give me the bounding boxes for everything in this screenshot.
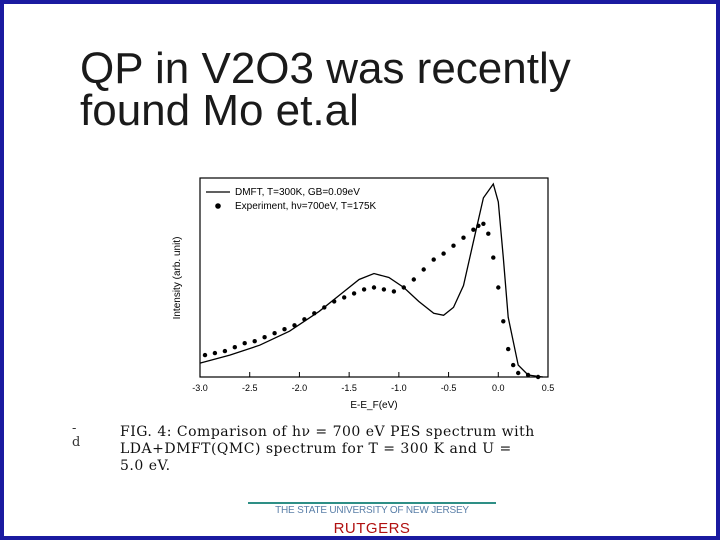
experiment-point — [516, 370, 521, 376]
university-subtitle: THE STATE UNIVERSITY OF NEW JERSEY — [275, 505, 469, 516]
margin-glyphs: - d — [72, 422, 80, 450]
experiment-point — [431, 257, 436, 262]
title-line-1: QP in V2O3 was recently — [80, 44, 571, 93]
figure-caption: FIG. 4: Comparison of hν = 700 eV PES sp… — [120, 424, 620, 475]
experiment-point — [411, 277, 416, 282]
experiment-point — [461, 235, 466, 240]
legend-label-dmft: DMFT, T=300K, GB=0.09eV — [235, 187, 360, 198]
experiment-point — [342, 295, 347, 300]
footer-logo: THE STATE UNIVERSITY OF NEW JERSEY RUTGE… — [248, 502, 496, 536]
experiment-point — [371, 285, 377, 290]
x-tick-label: -2.5 — [242, 383, 258, 393]
experiment-point — [501, 319, 506, 324]
experiment-point — [302, 317, 307, 322]
x-tick-label: -0.5 — [441, 383, 457, 393]
x-tick-label: 0.5 — [542, 383, 555, 393]
caption-line: FIG. 4: Comparison of hν = 700 eV PES sp… — [120, 424, 535, 440]
experiment-point — [272, 331, 277, 336]
experiment-point — [202, 352, 208, 358]
experiment-point — [441, 251, 446, 256]
experiment-point — [481, 221, 486, 226]
experiment-point — [212, 350, 218, 356]
margin-glyph: d — [72, 435, 81, 450]
experiment-point — [351, 291, 357, 296]
experiment-point — [282, 327, 287, 332]
experiment-point — [242, 341, 247, 346]
footer-rule-top — [248, 502, 496, 504]
caption-line: 5.0 eV. — [120, 458, 171, 474]
legend-label-experiment: Experiment, hν=700eV, T=175K — [235, 201, 377, 212]
experiment-point — [506, 346, 511, 352]
experiment-point — [496, 285, 501, 290]
experiment-point — [476, 223, 481, 228]
experiment-point — [525, 372, 531, 378]
x-tick-label: -2.0 — [292, 383, 308, 393]
experiment-point — [391, 289, 397, 294]
margin-glyph: - — [72, 421, 77, 436]
x-axis-label: E-E_F(eV) — [350, 400, 397, 411]
x-tick-label: -3.0 — [192, 383, 208, 393]
experiment-point — [421, 267, 426, 272]
x-tick-label: -1.0 — [391, 383, 407, 393]
experiment-point — [222, 348, 228, 354]
experiment-point — [322, 305, 327, 310]
legend-dot-swatch — [215, 203, 221, 209]
slide: QP in V2O3 was recently found Mo et.al -… — [4, 4, 716, 536]
experiment-point — [451, 243, 456, 248]
experiment-point — [511, 362, 516, 368]
x-tick-label: -1.5 — [341, 383, 357, 393]
experiment-point — [232, 345, 237, 350]
experiment-point — [262, 335, 267, 340]
title-line-2: found Mo et.al — [80, 86, 359, 135]
experiment-point — [471, 227, 476, 232]
experiment-point — [491, 255, 496, 260]
experiment-point — [252, 339, 257, 344]
university-name: RUTGERS — [333, 520, 411, 536]
slide-title: QP in V2O3 was recently found Mo et.al — [80, 44, 680, 135]
experiment-point — [381, 287, 387, 292]
experiment-point — [361, 287, 367, 292]
dmft-series-line — [199, 182, 544, 378]
pes-spectrum-chart: -3.0 -2.5 -2.0 -1.5 -1.0 -0.5 0.0 0.5 DMFT, T=3… — [172, 177, 555, 411]
y-axis-label: Intensity (arb. unit) — [172, 237, 183, 320]
experiment-point — [292, 323, 297, 328]
experiment-point — [312, 311, 317, 316]
experiment-point — [332, 299, 337, 304]
plot-frame — [199, 177, 549, 378]
caption-line: LDA+DMFT(QMC) spectrum for T = 300 K and… — [120, 441, 512, 457]
experiment-point — [486, 231, 491, 236]
experiment-point — [535, 374, 541, 380]
experiment-point — [401, 285, 406, 290]
x-tick-label: 0.0 — [492, 383, 505, 393]
